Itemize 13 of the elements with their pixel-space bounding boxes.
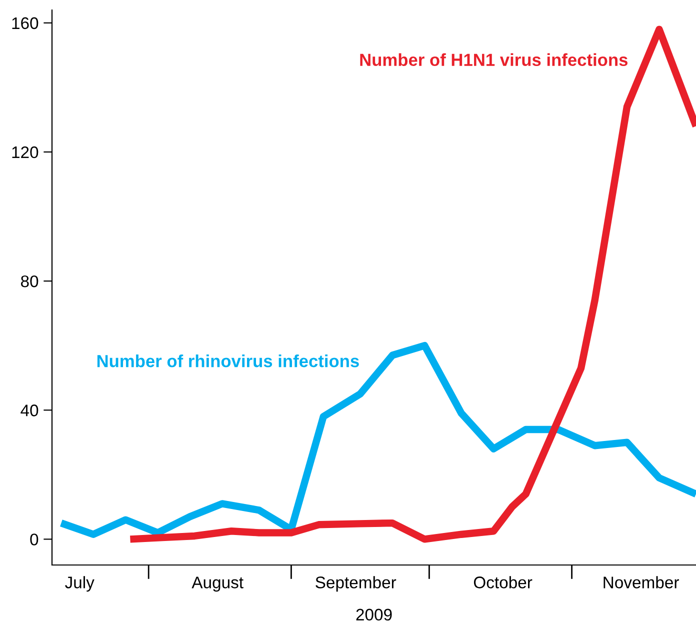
x-tick-label: July bbox=[65, 576, 94, 592]
y-tick-label: 40 bbox=[20, 404, 38, 416]
x-tick-label: August bbox=[192, 576, 244, 592]
series-label: Number of H1N1 virus infections bbox=[360, 53, 628, 66]
x-tick-label: September bbox=[316, 576, 396, 592]
y-tick-label: 120 bbox=[12, 146, 38, 158]
x-tick-label: November bbox=[604, 576, 679, 588]
y-tick-label: 0 bbox=[30, 534, 38, 546]
series-label: Number of rhinovirus infections bbox=[97, 354, 359, 368]
x-axis-title: 2009 bbox=[356, 608, 392, 621]
x-tick-label: October bbox=[474, 576, 532, 588]
y-tick-label: 160 bbox=[12, 17, 38, 30]
y-tick-label: 80 bbox=[20, 275, 38, 288]
